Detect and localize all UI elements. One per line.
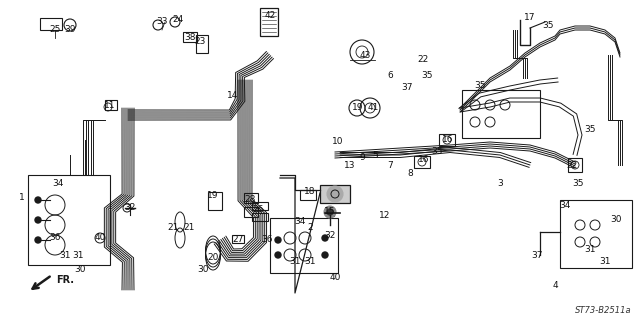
- Text: 36: 36: [49, 234, 61, 243]
- Bar: [326, 210, 334, 216]
- Text: 31: 31: [72, 251, 84, 260]
- Circle shape: [322, 252, 328, 258]
- Bar: [183, 32, 197, 42]
- Text: 33: 33: [156, 18, 168, 27]
- Circle shape: [35, 217, 41, 223]
- Bar: [252, 213, 268, 221]
- Text: 2: 2: [307, 223, 313, 233]
- Bar: [105, 100, 117, 110]
- Circle shape: [275, 252, 281, 258]
- Text: 8: 8: [407, 169, 413, 178]
- Text: 35: 35: [421, 70, 433, 79]
- Bar: [300, 190, 316, 200]
- Text: 35: 35: [542, 20, 554, 29]
- Text: 10: 10: [332, 138, 344, 147]
- Text: 31: 31: [304, 258, 316, 267]
- Text: 15: 15: [324, 207, 336, 217]
- Text: 22: 22: [417, 55, 429, 65]
- Bar: [568, 158, 582, 172]
- Bar: [414, 156, 430, 168]
- Bar: [252, 202, 268, 210]
- Circle shape: [35, 237, 41, 243]
- Text: 41: 41: [367, 103, 379, 113]
- Bar: [462, 90, 540, 138]
- Text: 31: 31: [584, 245, 596, 254]
- Text: 3: 3: [497, 179, 503, 188]
- Text: 13: 13: [344, 161, 356, 170]
- Text: 16: 16: [419, 156, 429, 164]
- Text: 40: 40: [330, 274, 340, 283]
- Text: ST73-B2511a: ST73-B2511a: [575, 306, 632, 315]
- Text: 5: 5: [372, 150, 378, 159]
- Text: 35: 35: [474, 81, 486, 90]
- Text: 9: 9: [359, 154, 365, 163]
- Text: 37: 37: [531, 251, 543, 260]
- Text: 35: 35: [572, 179, 584, 188]
- Circle shape: [35, 197, 41, 203]
- Text: 17: 17: [524, 13, 536, 22]
- Text: 18: 18: [304, 188, 316, 196]
- Bar: [244, 193, 258, 203]
- Circle shape: [327, 186, 343, 202]
- Bar: [28, 175, 110, 265]
- Text: FR.: FR.: [56, 275, 74, 285]
- Text: 24: 24: [172, 15, 184, 25]
- Text: 12: 12: [380, 211, 390, 220]
- Text: 30: 30: [197, 266, 209, 275]
- Text: 6: 6: [387, 70, 393, 79]
- Text: 31: 31: [60, 251, 71, 260]
- Text: 14: 14: [227, 91, 239, 100]
- Bar: [196, 35, 208, 53]
- Text: 31: 31: [599, 258, 611, 267]
- Bar: [270, 218, 338, 273]
- Text: 7: 7: [387, 161, 393, 170]
- Text: 36: 36: [261, 236, 273, 244]
- Text: 1: 1: [19, 194, 25, 203]
- Text: 26: 26: [252, 205, 264, 214]
- Text: 38: 38: [184, 34, 196, 43]
- Text: 32: 32: [124, 203, 136, 212]
- Text: 31: 31: [289, 258, 301, 267]
- Text: 34: 34: [559, 201, 571, 210]
- Circle shape: [324, 206, 336, 218]
- Text: 42: 42: [264, 11, 276, 20]
- Bar: [208, 192, 222, 210]
- Text: 34: 34: [52, 179, 64, 188]
- Text: 4: 4: [552, 281, 558, 290]
- Text: 21: 21: [167, 223, 179, 233]
- Text: 43: 43: [359, 51, 371, 60]
- Text: 30: 30: [611, 215, 621, 225]
- Circle shape: [275, 237, 281, 243]
- Text: 32: 32: [324, 230, 336, 239]
- Text: 11: 11: [104, 100, 116, 109]
- Bar: [40, 18, 62, 30]
- Text: 34: 34: [294, 218, 306, 227]
- Text: 21: 21: [183, 223, 195, 233]
- Bar: [244, 207, 258, 217]
- Bar: [439, 134, 455, 146]
- Text: 19: 19: [207, 190, 219, 199]
- Text: 23: 23: [195, 37, 205, 46]
- Text: 30: 30: [74, 266, 86, 275]
- Text: 22: 22: [566, 161, 578, 170]
- Bar: [560, 200, 632, 268]
- Text: 39: 39: [64, 26, 76, 35]
- Text: 20: 20: [207, 253, 219, 262]
- Text: 35: 35: [584, 125, 596, 134]
- Text: 40: 40: [94, 234, 106, 243]
- Text: 35: 35: [431, 148, 443, 156]
- Bar: [260, 8, 278, 36]
- Text: 25: 25: [49, 26, 61, 35]
- Circle shape: [322, 235, 328, 241]
- Text: 16: 16: [442, 135, 454, 145]
- Bar: [320, 185, 350, 203]
- Bar: [232, 235, 244, 243]
- Text: 27: 27: [232, 236, 244, 244]
- Text: 19: 19: [352, 103, 364, 113]
- Text: 37: 37: [401, 83, 413, 92]
- Text: 28: 28: [244, 196, 256, 204]
- Circle shape: [327, 209, 333, 215]
